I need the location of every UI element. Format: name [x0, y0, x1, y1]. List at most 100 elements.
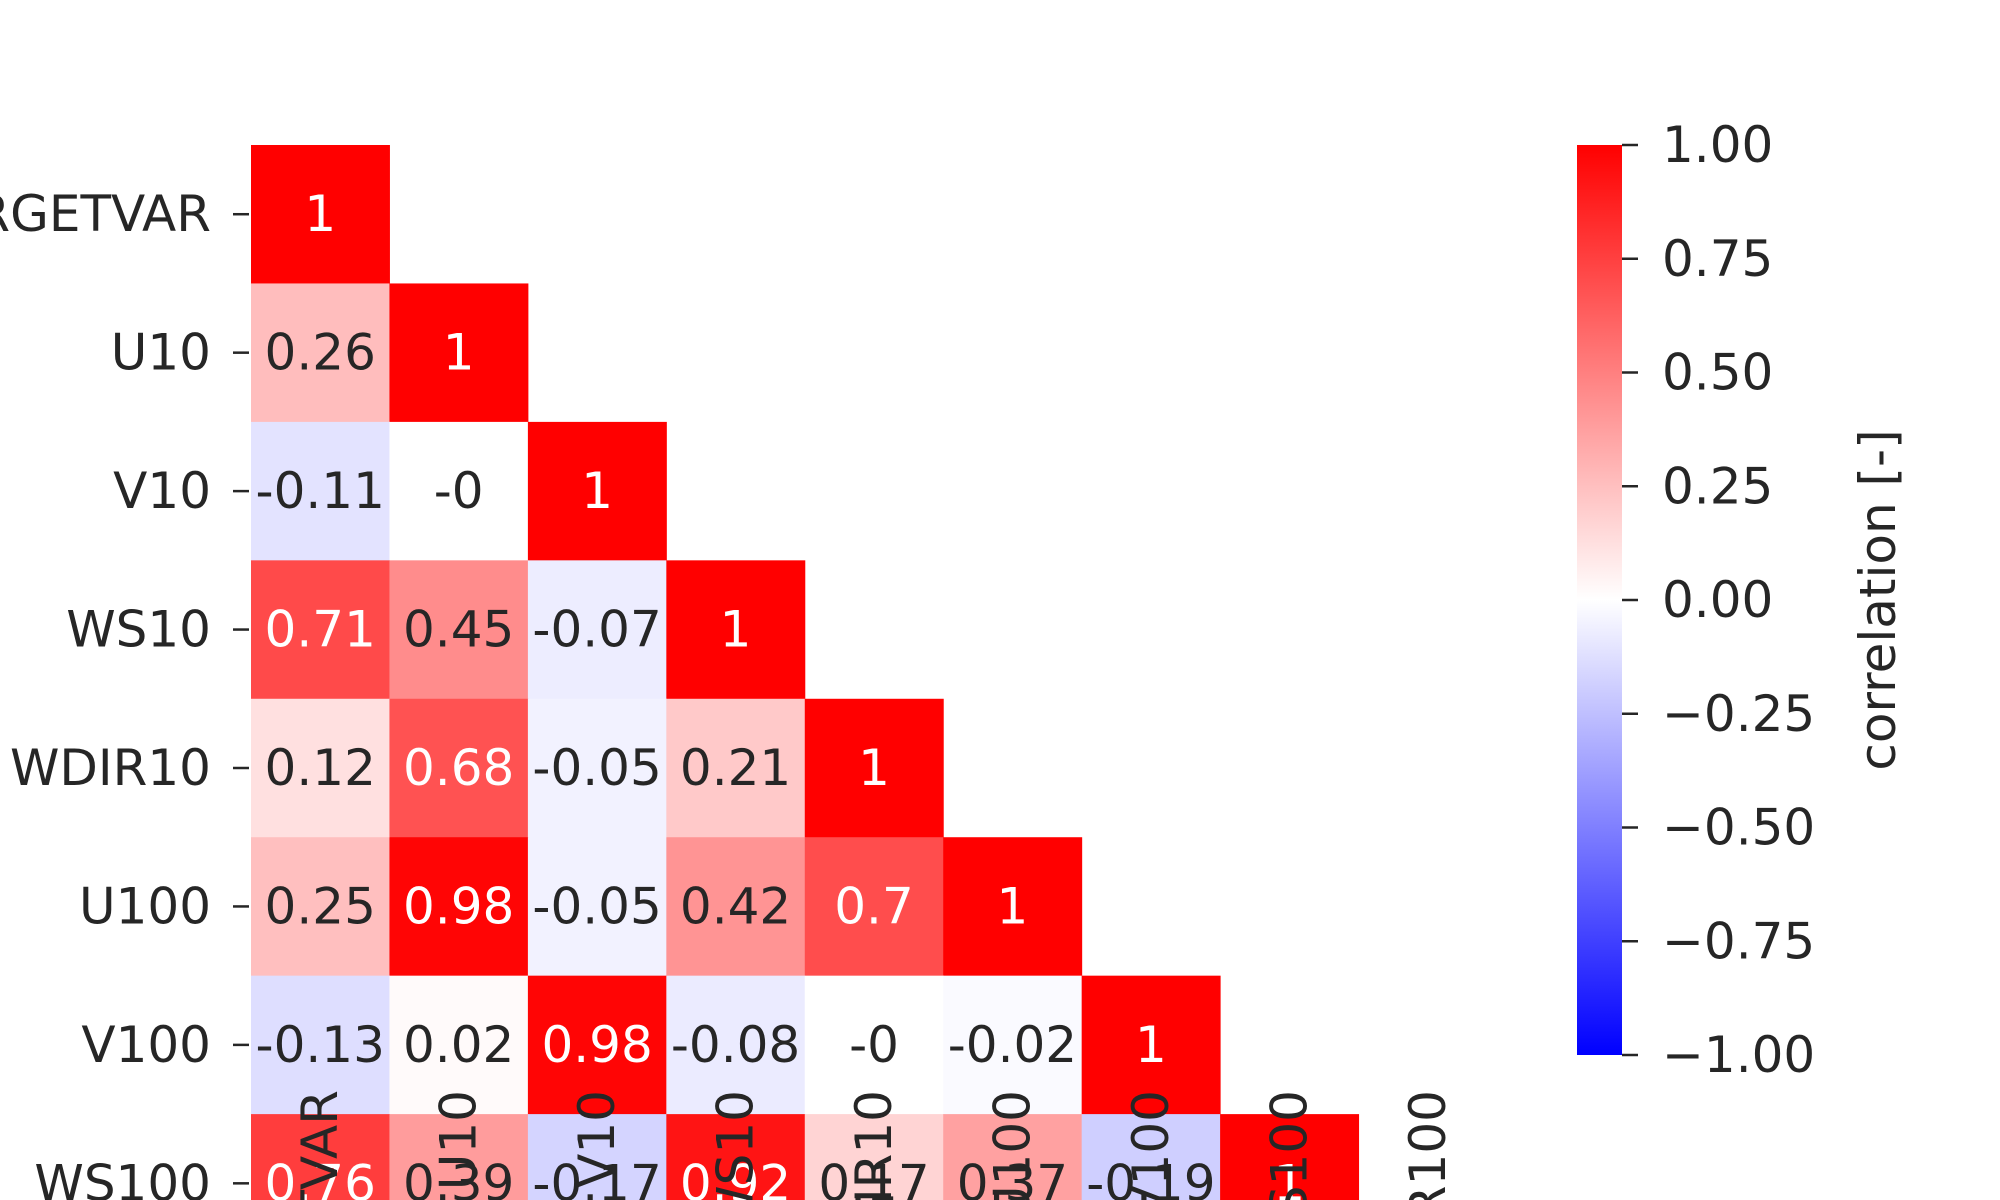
cell-label: -0.17	[532, 1154, 661, 1200]
x-tick-label: U100	[983, 1090, 1041, 1200]
heatmap-cell	[389, 837, 529, 977]
cell-label: -0.13	[256, 1016, 385, 1074]
heatmap-cell	[251, 560, 390, 700]
heatmap-cell	[666, 837, 806, 977]
colorbar-tick-label: 1.00	[1662, 116, 1773, 174]
heatmap-cell	[389, 698, 529, 838]
colorbar-tick-label: −1.00	[1662, 1026, 1815, 1084]
cell-label: 1	[581, 462, 613, 520]
heatmap-cell	[389, 283, 529, 423]
heatmap-cell	[804, 975, 944, 1115]
cell-label: 0.71	[265, 601, 376, 659]
cell-label: -0.07	[532, 601, 661, 659]
colorbar-label: correlation [-]	[1849, 429, 1907, 770]
y-tick-label: TARGETVAR	[0, 185, 211, 243]
heatmap-cell	[1081, 975, 1221, 1115]
cell-label: 0.12	[265, 739, 376, 797]
cell-label: 1	[720, 601, 752, 659]
cell-label: 0.02	[403, 1016, 514, 1074]
heatmap-cell	[943, 837, 1083, 977]
heatmap-cell	[251, 975, 390, 1115]
heatmap-cell	[943, 975, 1083, 1115]
cell-label: -0.05	[532, 877, 661, 935]
cell-label: -0	[434, 462, 484, 520]
colorbar-tick-label: 0.00	[1662, 571, 1773, 629]
heatmap-cell	[527, 1114, 667, 1200]
cell-label: 0.37	[957, 1154, 1068, 1200]
x-tick-label: WS10	[707, 1090, 765, 1200]
heatmap-cell	[389, 421, 529, 561]
cell-label: 1	[858, 739, 890, 797]
cell-label: 0.98	[403, 877, 514, 935]
heatmap-cell	[251, 1114, 390, 1200]
colorbar	[1577, 145, 1622, 1055]
cell-label: -0.11	[256, 462, 385, 520]
heatmap-cell	[666, 698, 806, 838]
heatmap-cell	[251, 698, 390, 838]
colorbar-tick-label: 0.50	[1662, 344, 1773, 402]
cell-label: -0	[849, 1016, 899, 1074]
cell-label: 1	[443, 324, 475, 382]
cell-label: 1	[304, 185, 336, 243]
y-tick-label: U10	[111, 324, 211, 382]
y-tick-label: WS100	[34, 1154, 211, 1200]
cell-label: 0.45	[403, 601, 514, 659]
cell-label: 0.25	[265, 877, 376, 935]
heatmap-cell	[666, 975, 806, 1115]
heatmap-cell	[251, 145, 390, 284]
heatmap-cell	[527, 837, 667, 977]
heatmap-cell	[251, 837, 390, 977]
heatmap-cell	[666, 560, 806, 700]
x-tick-label: U10	[430, 1090, 488, 1190]
cell-label: -0.19	[1086, 1154, 1215, 1200]
heatmap-cell	[1081, 1114, 1221, 1200]
colorbar-tick-label: −0.25	[1662, 685, 1815, 743]
x-tick-label: TARGETVAR	[291, 1090, 349, 1200]
cell-label: 0.68	[403, 739, 514, 797]
heatmap-cell	[804, 1114, 944, 1200]
y-tick-label: V10	[113, 462, 211, 520]
cell-label: 1	[1273, 1154, 1305, 1200]
cell-label: 0.7	[834, 877, 914, 935]
cell-label: 0.98	[541, 1016, 652, 1074]
x-tick-label: V100	[1122, 1090, 1180, 1200]
x-tick-label: WDIR100	[1399, 1090, 1457, 1200]
cell-label: 0.39	[403, 1154, 514, 1200]
cell-label: -0.02	[948, 1016, 1077, 1074]
cell-label: -0.08	[671, 1016, 800, 1074]
y-tick-label: WDIR10	[10, 739, 211, 797]
cell-label: 0.26	[265, 324, 376, 382]
x-tick-label: WS100	[1260, 1090, 1318, 1200]
heatmap-cell	[527, 421, 667, 561]
heatmap-cell	[527, 975, 667, 1115]
heatmap-cell	[389, 1114, 529, 1200]
heatmap-cell	[666, 1114, 806, 1200]
cell-label: -0.05	[532, 739, 661, 797]
colorbar-tick-label: −0.75	[1662, 912, 1815, 970]
heatmap-cell	[251, 421, 390, 561]
heatmap-cell	[251, 283, 390, 423]
cell-label: 0.76	[265, 1154, 376, 1200]
heatmap-cell	[1220, 1114, 1360, 1200]
x-tick-label: WDIR10	[845, 1090, 903, 1200]
colorbar-tick-label: 0.25	[1662, 457, 1773, 515]
heatmap-cell	[389, 560, 529, 700]
y-tick-label: U100	[79, 877, 211, 935]
heatmap-cell	[943, 1114, 1083, 1200]
y-tick-label: WS10	[66, 601, 211, 659]
cell-label: 1	[997, 877, 1029, 935]
heatmap-cell	[389, 975, 529, 1115]
heatmap-cell	[804, 698, 944, 838]
cell-label: 0.42	[680, 877, 791, 935]
heatmap-cell	[804, 837, 944, 977]
cell-label: 0.17	[818, 1154, 929, 1200]
cell-label: 0.21	[680, 739, 791, 797]
y-tick-label: V100	[81, 1016, 211, 1074]
colorbar-tick-label: 0.75	[1662, 230, 1773, 288]
heatmap-cell	[527, 698, 667, 838]
cell-label: 1	[1135, 1016, 1167, 1074]
cell-label: 0.92	[680, 1154, 791, 1200]
colorbar-tick-label: −0.50	[1662, 799, 1815, 857]
